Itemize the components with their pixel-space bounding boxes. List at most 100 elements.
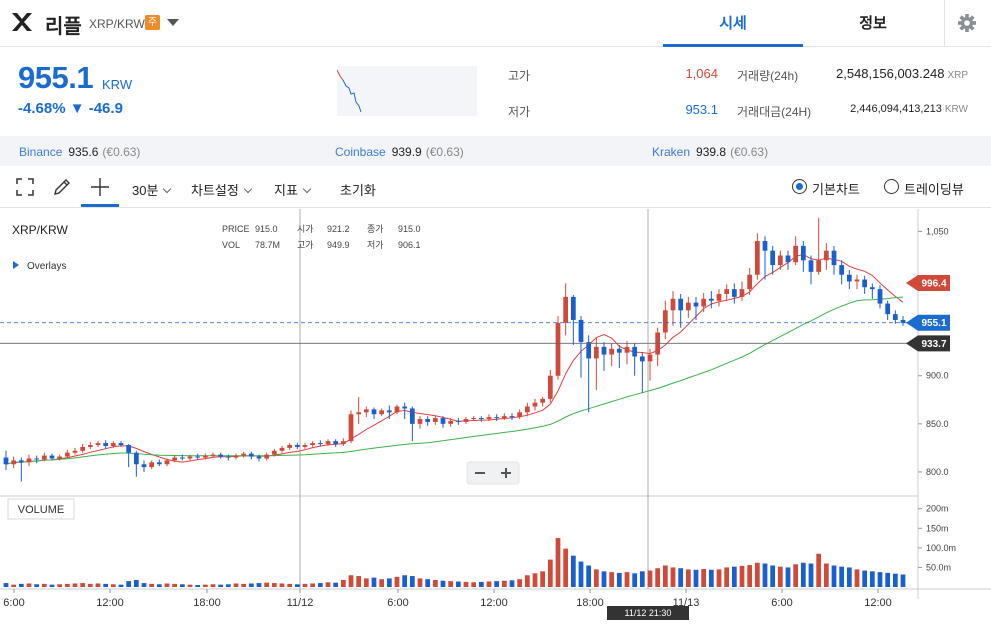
candle-body (325, 441, 331, 445)
volume-bar (478, 581, 484, 587)
volume-bar (241, 583, 247, 587)
candle-body (532, 402, 538, 407)
candle-body (486, 417, 492, 420)
candle-body (18, 460, 24, 463)
plus-icon-vertical (505, 468, 507, 478)
volume-bar (808, 563, 814, 587)
basic-chart-label[interactable]: 기본차트 (812, 182, 860, 197)
market-badge: 주 (145, 15, 160, 30)
tab-quote-label: 시세 (719, 15, 747, 32)
legend-low: 906.1 (398, 240, 421, 250)
reset-button[interactable]: 초기화 (340, 183, 376, 198)
volume-bar (570, 555, 576, 587)
gear-icon (958, 14, 976, 32)
candle-body (233, 455, 239, 458)
candle-body (126, 445, 132, 453)
volume-bar (356, 576, 362, 587)
volume-bar (555, 538, 561, 587)
candle-body (195, 456, 201, 458)
volume-bar (501, 580, 507, 587)
exchange-binance[interactable]: Binance 935.6 (€0.63) (19, 145, 140, 159)
exchange-coinbase[interactable]: Coinbase 939.9 (€0.63) (335, 145, 464, 159)
volume-bar (202, 584, 208, 587)
volume-bar (118, 584, 124, 587)
volume-bar (95, 583, 101, 587)
volume-bar (333, 582, 339, 587)
volume-bar (647, 570, 653, 587)
candle-body (823, 250, 829, 261)
volume-bar (41, 583, 47, 587)
candle-body (463, 419, 469, 422)
basic-chart-radio[interactable] (792, 179, 807, 194)
candle-body (271, 450, 277, 455)
candle-body (440, 418, 446, 424)
candle-body (49, 455, 55, 459)
volume-label-box (7, 498, 75, 520)
chart-settings-select[interactable]: 차트설정 (191, 180, 253, 199)
legend-price-label: PRICE (222, 224, 250, 234)
candle-body (578, 319, 584, 343)
candle-body (839, 265, 845, 275)
tab-quote[interactable]: 시세 (663, 0, 803, 47)
coin-select-chevron-down-icon[interactable] (167, 19, 179, 26)
candle-body (869, 287, 875, 290)
volume-bar (225, 584, 231, 587)
settings-button[interactable] (944, 0, 991, 47)
amount-value: 2,446,094,413,213 KRW (800, 103, 968, 115)
pencil-icon[interactable] (50, 175, 74, 199)
volume-bar (72, 583, 78, 587)
volume-bar (302, 583, 308, 587)
price-chart[interactable]: 1,050 900.0 850.0 800.0 200m 150m 100.0m 50.0m 6… (0, 209, 991, 624)
interval-select[interactable]: 30분 (132, 180, 172, 199)
volume-bar (777, 566, 783, 587)
exchange-price: 939.8 (696, 145, 727, 159)
volume-bar (172, 583, 178, 587)
candle-body (494, 417, 500, 419)
exchange-pct: (€0.63) (425, 145, 464, 159)
amount-unit: KRW (944, 104, 968, 115)
volume-bar (149, 583, 155, 587)
volume-label: VOLUME (18, 504, 64, 516)
candle-body (885, 303, 891, 315)
candle-body (762, 241, 768, 251)
legend-close-label: 종가 (367, 224, 384, 234)
candle-body (172, 457, 178, 461)
candle-body (386, 410, 392, 413)
tradingview-radio[interactable] (884, 179, 899, 194)
candle-body (593, 346, 599, 359)
exchange-kraken[interactable]: Kraken 939.8 (€0.63) (652, 145, 768, 159)
indicator-select[interactable]: 지표 (274, 180, 312, 199)
exchange-pct: (€0.63) (730, 145, 769, 159)
candlestick-chart[interactable]: 1,050 900.0 850.0 800.0 200m 150m 100.0m 50.0m 6… (0, 209, 991, 624)
candle-body (379, 410, 385, 415)
volume-bar (639, 571, 645, 587)
volume-value: 2,548,156,003.248 XRP (800, 66, 968, 81)
candle-body (900, 319, 906, 323)
candle-body (739, 289, 745, 297)
legend-open: 921.2 (327, 224, 350, 234)
candle-body (333, 441, 339, 445)
crosshair-icon[interactable] (88, 175, 112, 199)
zoom-out-button[interactable] (475, 472, 485, 474)
volume-bar (264, 582, 270, 587)
tradingview-label[interactable]: 트레이딩뷰 (904, 182, 964, 197)
candle-body (363, 409, 369, 413)
candle-body (639, 356, 645, 362)
volume-bar (164, 583, 170, 587)
fullscreen-icon[interactable] (13, 175, 37, 199)
candle-body (555, 322, 561, 376)
minus-icon (475, 472, 485, 474)
candle-body (471, 418, 477, 420)
candle-body (517, 412, 523, 418)
zoom-in-button[interactable] (501, 468, 511, 478)
candle-body (64, 452, 70, 457)
volume-bar (816, 553, 822, 587)
tab-info[interactable]: 정보 (803, 0, 943, 47)
volume-bar (678, 568, 684, 587)
candle-body (417, 419, 423, 424)
candle-body (708, 298, 714, 301)
x-tick-label: 18:00 (576, 597, 604, 609)
indicator-label: 지표 (274, 183, 298, 198)
y-tick-label: 1,050 (926, 226, 949, 236)
legend-low-label: 저가 (367, 240, 384, 250)
